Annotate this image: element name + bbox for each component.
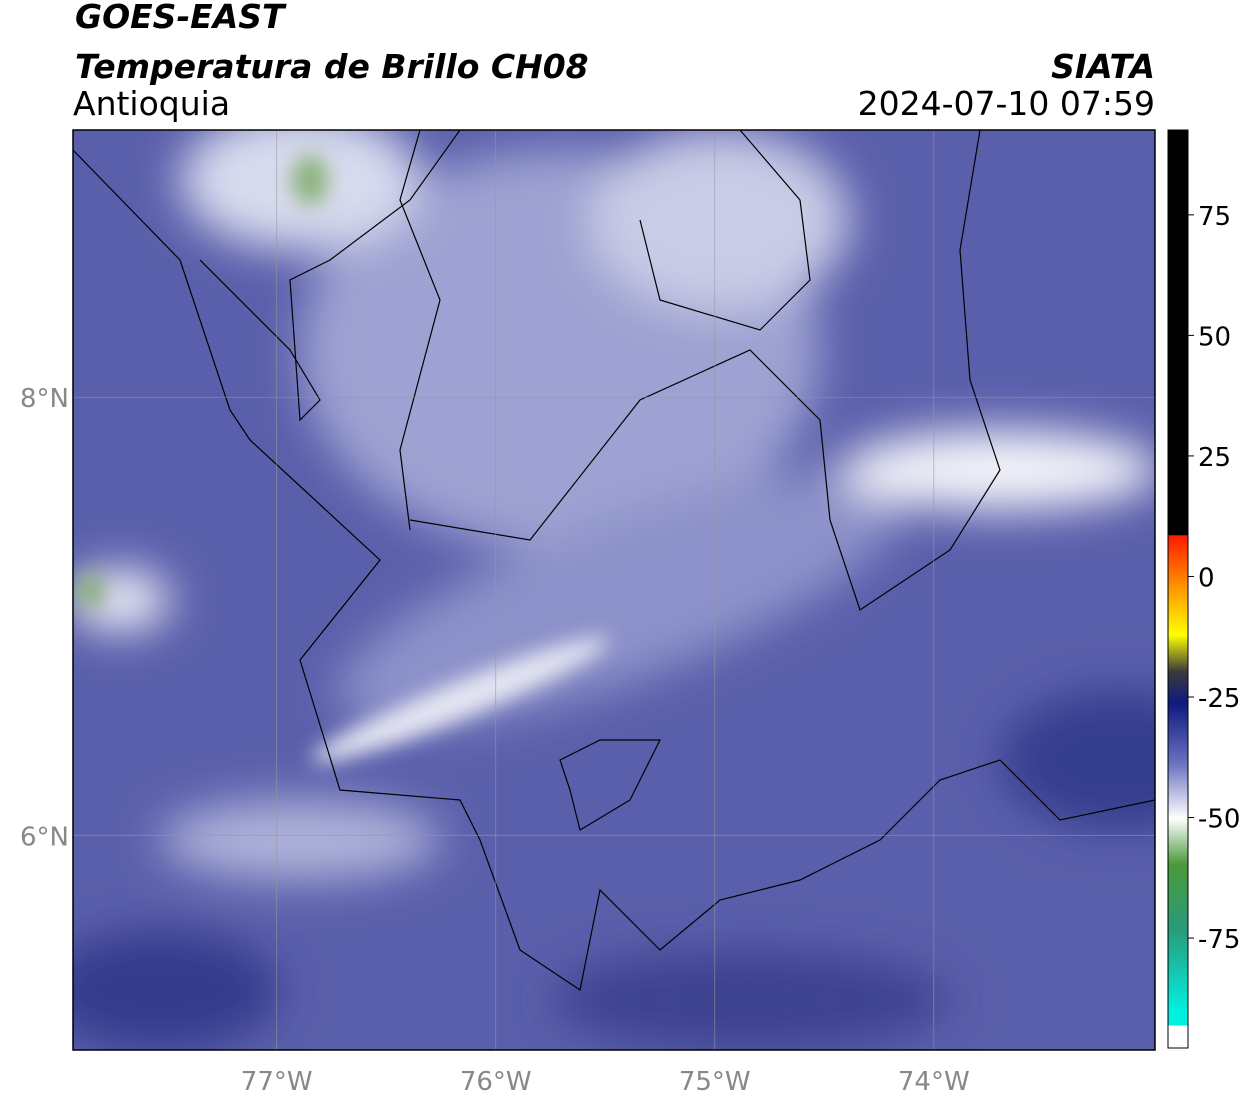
satellite-title: GOES-EAST — [75, 0, 287, 36]
y-tick-label: 8°N — [20, 384, 69, 414]
colorbar-tick-label: 25 — [1198, 443, 1231, 473]
colorbar-tick-label: -75 — [1198, 925, 1240, 955]
x-tick-label: 77°W — [241, 1067, 313, 1097]
colorbar-tick-label: 50 — [1198, 322, 1231, 352]
colorbar-tick-label: -25 — [1198, 684, 1240, 714]
colorbar-ticks: -75 -50 -25 0 25 50 75 — [1188, 202, 1240, 955]
x-tick-label: 74°W — [898, 1067, 970, 1097]
colorbar-tick-label: 0 — [1198, 563, 1215, 593]
y-tick-label: 6°N — [20, 822, 69, 852]
graticule: 77°W 76°W 75°W 74°W 6°N 8°N — [20, 130, 1155, 1097]
colorbar-tick-label: -50 — [1198, 805, 1240, 835]
region-label: Antioquia — [73, 84, 230, 123]
x-tick-label: 76°W — [460, 1067, 532, 1097]
product-title: Temperatura de Brillo CH08 — [75, 47, 589, 86]
map-frame — [72, 129, 1156, 1051]
source-label: SIATA — [1051, 47, 1155, 86]
colorbar-tick-label: 75 — [1198, 202, 1231, 232]
x-tick-label: 75°W — [679, 1067, 751, 1097]
datetime-label: 2024-07-10 07:59 — [858, 84, 1155, 123]
satellite-image — [73, 130, 1155, 1050]
colorbar — [1167, 129, 1189, 1049]
